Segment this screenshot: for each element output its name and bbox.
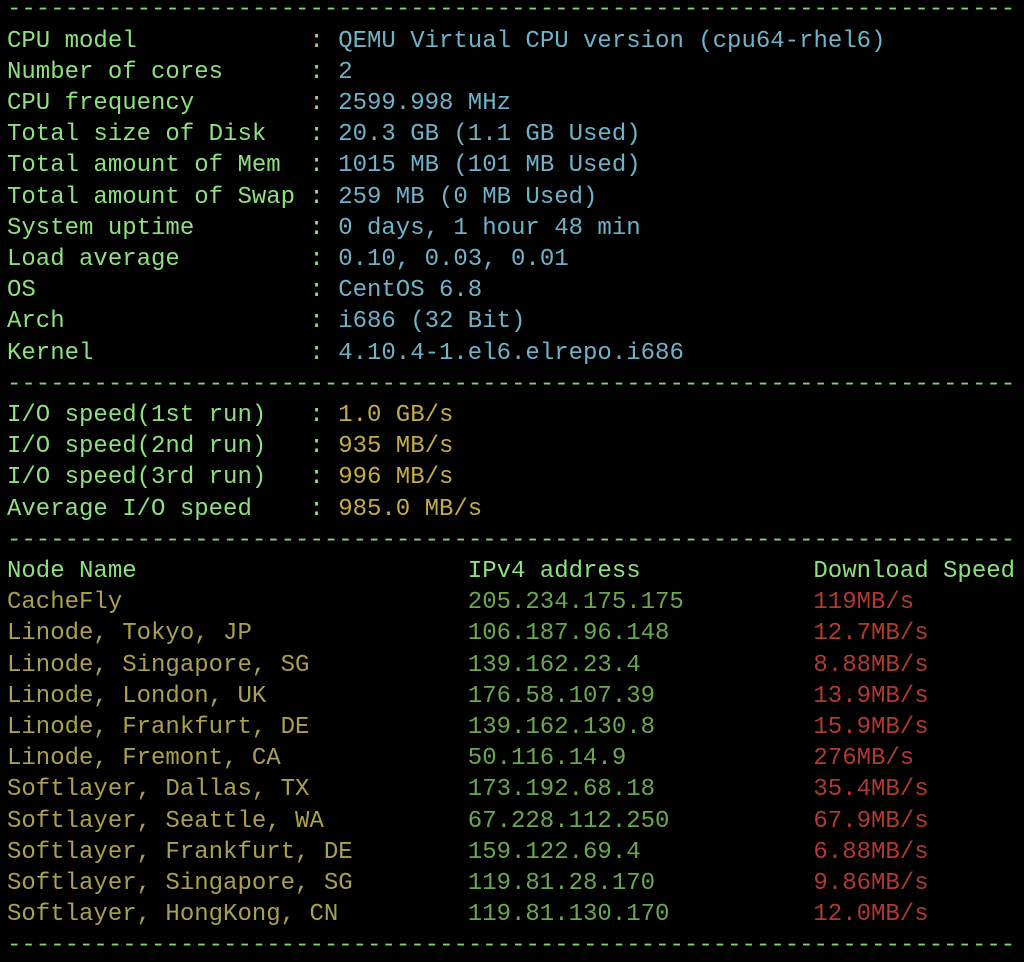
column-header: Node Name <box>7 558 137 585</box>
colon: : <box>309 308 324 336</box>
download-speed: 119MB/s <box>813 589 915 617</box>
node-name: Softlayer, Frankfurt, DE <box>7 838 353 866</box>
label: I/O speed(3rd run) <box>7 464 267 492</box>
colon: : <box>309 277 324 305</box>
value: 259 MB (0 MB Used) <box>338 183 598 211</box>
ip-address: 173.192.68.18 <box>467 776 656 804</box>
value: 2 <box>338 58 353 86</box>
label: Number of cores <box>7 58 224 86</box>
node-name: Softlayer, HongKong, CN <box>7 901 339 929</box>
label: Average I/O speed <box>7 495 252 523</box>
value: 2599.998 MHz <box>338 90 512 117</box>
ip-address: 119.81.130.170 <box>467 901 670 929</box>
ip-address: 205.234.175.175 <box>467 589 684 617</box>
label: Total amount of Swap <box>7 183 296 211</box>
value: 20.3 GB (1.1 GB Used) <box>338 121 641 149</box>
colon: : <box>309 58 324 86</box>
node-name: Softlayer, Singapore, SG <box>7 870 353 897</box>
colon: : <box>309 121 324 149</box>
label: I/O speed(1st run) <box>7 402 267 429</box>
label: System uptime <box>7 214 195 242</box>
node-name: Linode, Tokyo, JP <box>7 620 252 648</box>
download-speed: 15.9MB/s <box>813 714 929 741</box>
colon: : <box>309 183 324 211</box>
colon: : <box>309 27 324 55</box>
colon: : <box>309 464 324 492</box>
node-name: Softlayer, Seattle, WA <box>7 807 324 835</box>
label: Total size of Disk <box>7 121 267 149</box>
separator: ----------------------------------------… <box>7 370 1016 398</box>
download-speed: 35.4MB/s <box>813 776 929 804</box>
download-speed: 12.0MB/s <box>813 901 929 929</box>
column-header: Download Speed <box>813 558 1016 585</box>
colon: : <box>309 495 324 523</box>
ip-address: 139.162.130.8 <box>467 714 656 741</box>
separator: ----------------------------------------… <box>7 526 1016 554</box>
colon: : <box>309 214 324 242</box>
ip-address: 106.187.96.148 <box>467 620 670 648</box>
ip-address: 139.162.23.4 <box>467 651 641 679</box>
value: 0.10, 0.03, 0.01 <box>338 246 569 273</box>
label: Arch <box>7 308 65 336</box>
value: 996 MB/s <box>338 464 454 492</box>
ip-address: 119.81.28.170 <box>467 870 656 897</box>
colon: : <box>309 152 324 180</box>
value: QEMU Virtual CPU version (cpu64-rhel6) <box>338 27 886 55</box>
value: 4.10.4-1.el6.elrepo.i686 <box>338 339 684 367</box>
download-speed: 276MB/s <box>813 745 915 773</box>
colon: : <box>309 433 324 461</box>
column-header: IPv4 address <box>467 558 641 585</box>
ip-address: 176.58.107.39 <box>467 682 656 710</box>
download-speed: 67.9MB/s <box>813 807 929 835</box>
label: Load average <box>7 246 180 273</box>
value: 1015 MB (101 MB Used) <box>338 152 641 180</box>
ip-address: 67.228.112.250 <box>467 807 670 835</box>
download-speed: 13.9MB/s <box>813 682 929 710</box>
separator: ----------------------------------------… <box>7 932 1016 960</box>
node-name: Linode, Singapore, SG <box>7 651 310 679</box>
value: 1.0 GB/s <box>338 402 454 429</box>
download-speed: 8.88MB/s <box>813 651 929 679</box>
download-speed: 12.7MB/s <box>813 620 929 648</box>
colon: : <box>309 402 324 429</box>
node-name: Linode, Fremont, CA <box>7 745 281 773</box>
colon: : <box>309 90 324 117</box>
label: CPU model <box>7 27 137 55</box>
value: i686 (32 Bit) <box>338 308 526 336</box>
value: 0 days, 1 hour 48 min <box>338 214 641 242</box>
download-speed: 9.86MB/s <box>813 870 929 897</box>
ip-address: 159.122.69.4 <box>467 838 641 866</box>
value: 935 MB/s <box>338 433 454 461</box>
label: I/O speed(2nd run) <box>7 433 267 461</box>
node-name: Linode, Frankfurt, DE <box>7 714 310 741</box>
value: 985.0 MB/s <box>338 495 483 523</box>
separator: ----------------------------------------… <box>7 0 1016 24</box>
ip-address: 50.116.14.9 <box>467 745 627 773</box>
node-name: Linode, London, UK <box>7 682 267 710</box>
colon: : <box>309 339 324 367</box>
value: CentOS 6.8 <box>338 277 483 305</box>
label: Total amount of Mem <box>7 152 281 180</box>
label: OS <box>7 277 36 305</box>
node-name: Softlayer, Dallas, TX <box>7 776 310 804</box>
label: CPU frequency <box>7 90 195 117</box>
download-speed: 6.88MB/s <box>813 838 929 866</box>
colon: : <box>309 246 324 273</box>
label: Kernel <box>7 339 94 367</box>
node-name: CacheFly <box>7 589 123 617</box>
